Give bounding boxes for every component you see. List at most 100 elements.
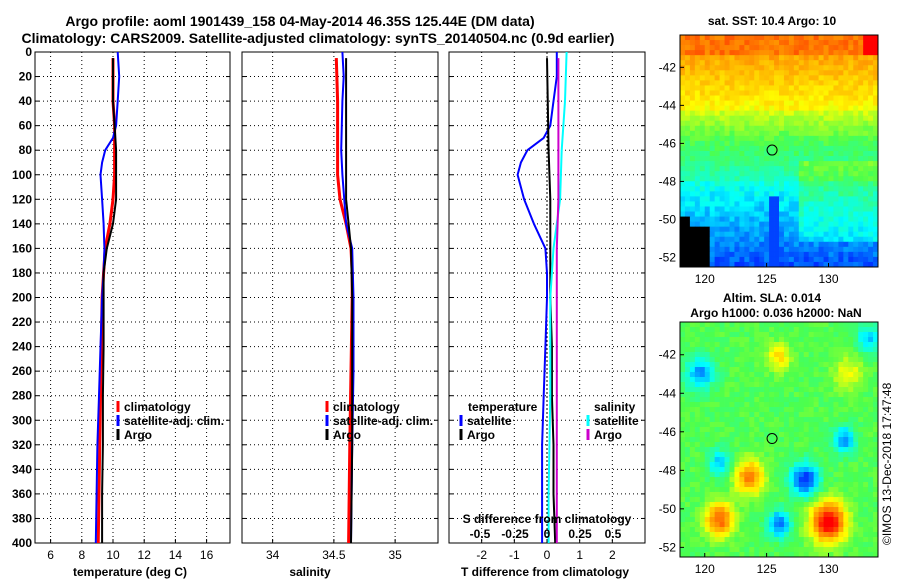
heatmap-cell <box>714 342 720 348</box>
heatmap-cell <box>754 161 760 167</box>
heatmap-cell <box>818 201 824 207</box>
heatmap-cell <box>818 487 824 493</box>
heatmap-cell <box>709 452 716 458</box>
heatmap-cell <box>808 196 815 202</box>
heatmap-cell <box>848 342 854 348</box>
heatmap-cell <box>764 537 770 543</box>
heatmap-cell <box>783 417 790 423</box>
heatmap-cell <box>868 186 874 192</box>
heatmap-cell <box>793 517 800 523</box>
heatmap-cell <box>680 171 686 177</box>
heatmap-cell <box>714 110 720 117</box>
heatmap-cell <box>774 432 780 438</box>
heatmap-cell <box>793 422 800 428</box>
heatmap-cell <box>838 512 844 518</box>
heatmap-cell <box>833 85 839 91</box>
heatmap-cell <box>828 352 834 358</box>
heatmap-cell <box>724 151 730 157</box>
heatmap-cell <box>848 532 854 538</box>
heatmap-cell <box>818 512 824 518</box>
heatmap-cell <box>684 532 691 538</box>
heatmap-cell <box>788 552 795 558</box>
heatmap-cell <box>719 422 725 428</box>
heatmap-cell <box>803 241 810 248</box>
heatmap-cell <box>823 472 829 478</box>
heatmap-cell <box>863 135 869 142</box>
heatmap-cell <box>818 50 824 56</box>
heatmap-cell <box>729 110 735 117</box>
heatmap-cell <box>803 151 810 157</box>
heatmap-cell <box>774 166 780 172</box>
heatmap-cell <box>828 145 834 152</box>
heatmap-cell <box>744 482 750 488</box>
heatmap-cell <box>774 221 780 228</box>
heatmap-cell <box>803 75 810 81</box>
heatmap-cell <box>848 211 854 217</box>
heatmap-cell <box>684 201 691 207</box>
heatmap-cell <box>764 135 770 142</box>
heatmap-cell <box>838 236 844 243</box>
heatmap-cell <box>813 497 819 503</box>
heatmap-cell <box>729 457 735 463</box>
heatmap-cell <box>828 512 834 518</box>
heatmap-cell <box>868 387 874 393</box>
heatmap-cell <box>684 186 691 192</box>
heatmap-cell <box>694 352 701 358</box>
heatmap-cell <box>694 191 701 197</box>
heatmap-cell <box>764 206 770 212</box>
heatmap-cell <box>798 186 805 192</box>
heatmap-cell <box>803 65 810 71</box>
heatmap-cell <box>759 342 765 348</box>
heatmap-cell <box>813 462 819 468</box>
heatmap-cell <box>754 377 760 383</box>
heatmap-cell <box>680 322 686 328</box>
heatmap-cell <box>838 181 844 187</box>
heatmap-cell <box>749 327 755 333</box>
heatmap-cell <box>828 442 834 448</box>
heatmap-cell <box>798 452 805 458</box>
heatmap-cell <box>709 522 716 528</box>
heatmap-cell <box>694 40 701 46</box>
heatmap-cell <box>744 397 750 403</box>
heatmap-cell <box>843 135 849 142</box>
heatmap-cell <box>813 120 819 127</box>
heatmap-cell <box>779 45 785 51</box>
heatmap-cell <box>694 156 701 162</box>
heatmap-cell <box>734 467 740 473</box>
heatmap-cell <box>858 125 864 132</box>
heatmap-cell <box>699 191 706 197</box>
heatmap-cell <box>754 181 760 187</box>
heatmap-cell <box>699 352 706 358</box>
heatmap-cell <box>863 447 869 453</box>
heatmap-cell <box>779 161 785 167</box>
heatmap-cell <box>779 236 785 243</box>
heatmap-cell <box>788 100 795 107</box>
heatmap-cell <box>734 246 740 253</box>
heatmap-cell <box>749 367 755 373</box>
heatmap-cell <box>813 492 819 498</box>
heatmap-cell <box>803 322 810 328</box>
heatmap-cell <box>684 181 691 187</box>
heatmap-cell <box>843 201 849 207</box>
heatmap-cell <box>734 211 740 217</box>
heatmap-cell <box>873 552 879 558</box>
heatmap-cell <box>783 477 790 483</box>
heatmap-cell <box>689 442 696 448</box>
heatmap-cell <box>858 392 864 398</box>
heatmap-cell <box>868 115 874 122</box>
heatmap-cell <box>863 236 869 243</box>
heatmap-cell <box>798 251 805 258</box>
heatmap-cell <box>774 241 780 248</box>
heatmap-cell <box>704 115 711 122</box>
heatmap-cell <box>798 342 805 348</box>
heatmap-cell <box>808 502 815 508</box>
heatmap-cell <box>774 100 780 107</box>
heatmap-cell <box>838 45 844 51</box>
heatmap-cell <box>803 226 810 233</box>
heatmap-cell <box>709 145 716 152</box>
heatmap-cell <box>769 125 775 132</box>
heatmap-cell <box>749 382 755 388</box>
heatmap-cell <box>754 95 760 101</box>
heatmap-cell <box>744 512 750 518</box>
heatmap-cell <box>719 75 725 81</box>
